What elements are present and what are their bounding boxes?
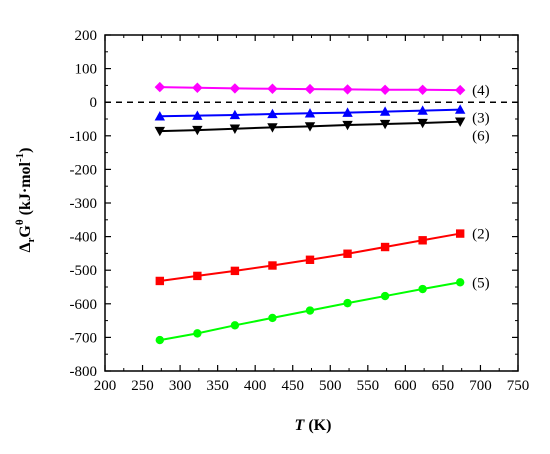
y-axis-unit-sup: -1 — [14, 153, 26, 162]
data-point — [343, 249, 352, 258]
data-point — [304, 122, 316, 132]
data-point — [267, 108, 278, 119]
data-point — [379, 119, 391, 130]
series-4: (4) — [154, 81, 490, 99]
data-point — [155, 276, 165, 286]
data-point — [193, 271, 202, 281]
x-tick-label: 200 — [94, 378, 117, 394]
x-axis-unit: (K) — [304, 417, 331, 434]
series-label: (3) — [472, 111, 490, 127]
data-point — [343, 298, 352, 308]
x-tick-label: 650 — [432, 378, 455, 394]
x-tick-label: 700 — [469, 378, 492, 394]
data-point — [342, 84, 353, 95]
data-point — [192, 125, 203, 136]
y-tick-label: -100 — [70, 129, 98, 145]
y-tick-label: -200 — [70, 162, 98, 178]
y-tick-label: -600 — [70, 297, 98, 313]
x-tick-label: 600 — [394, 378, 417, 394]
y-tick-label: -400 — [70, 230, 98, 246]
data-point — [454, 104, 466, 114]
y-tick-label: 200 — [75, 28, 98, 44]
data-point — [455, 278, 465, 287]
data-point — [155, 335, 165, 345]
data-point — [154, 126, 166, 137]
data-point — [454, 84, 466, 96]
series-5: (5) — [155, 275, 490, 345]
y-axis-title: ΔrGθ (kJ·mol-1) — [14, 148, 37, 253]
data-point — [418, 284, 427, 294]
series-label: (4) — [472, 83, 490, 99]
data-point — [268, 261, 277, 270]
plot-layer: (4) (3) (6) (2) (5) — [105, 81, 518, 345]
x-tick-label: 450 — [281, 378, 304, 394]
y-tick-label: -300 — [70, 196, 98, 212]
y-axis-g: G — [17, 225, 34, 238]
data-point — [304, 108, 316, 118]
data-point — [230, 321, 240, 330]
data-point — [267, 83, 278, 94]
data-point — [267, 123, 278, 133]
data-point — [229, 109, 241, 120]
y-tick-label: 0 — [90, 95, 98, 111]
x-tick-label: 400 — [244, 378, 267, 394]
x-axis-title: T (K) — [295, 417, 332, 434]
y-tick-label: -700 — [70, 330, 98, 346]
data-point — [229, 124, 241, 134]
data-point — [304, 83, 316, 95]
data-point — [154, 111, 166, 121]
x-tick-label: 500 — [319, 378, 342, 394]
series-6: (6) — [154, 117, 490, 145]
x-axis-var: T — [295, 417, 306, 434]
data-point — [454, 117, 466, 127]
data-point — [379, 84, 391, 95]
data-point — [230, 266, 240, 276]
data-point — [455, 229, 465, 238]
data-point — [192, 110, 203, 120]
x-tick-label: 350 — [206, 378, 229, 394]
x-tick-label: 250 — [131, 378, 154, 394]
y-axis-sub: r — [25, 237, 37, 242]
y-axis-sup: θ — [14, 219, 26, 225]
series-3: (3) — [154, 104, 490, 127]
data-point — [154, 81, 166, 93]
data-point — [229, 83, 241, 94]
series-label: (6) — [472, 129, 490, 145]
data-point — [193, 329, 202, 338]
x-tick-label: 750 — [507, 378, 530, 394]
series-2: (2) — [155, 227, 490, 286]
y-tick-label: 100 — [75, 62, 98, 78]
data-point — [305, 306, 315, 315]
x-tick-label: 300 — [169, 378, 192, 394]
y-axis-unit: (kJ·mol — [17, 161, 34, 219]
data-point — [417, 84, 428, 95]
y-tick-label: -800 — [70, 364, 98, 380]
data-point — [305, 255, 315, 264]
data-point — [342, 120, 353, 131]
data-point — [417, 118, 428, 129]
y-axis-delta: Δ — [17, 242, 34, 252]
data-point — [380, 242, 390, 252]
series-label: (2) — [472, 227, 490, 243]
data-point — [379, 106, 391, 116]
data-point — [417, 105, 428, 115]
data-point — [192, 82, 203, 93]
y-tick-label: -500 — [70, 263, 98, 279]
axes-layer: 200 250 300 350 400 450 500 550 600 650 700 750 200 1… — [70, 28, 530, 394]
data-point — [268, 313, 277, 323]
x-tick-label: 550 — [357, 378, 380, 394]
data-point — [342, 107, 353, 117]
data-point — [418, 236, 427, 245]
y-axis-close: ) — [17, 148, 34, 153]
data-point — [380, 291, 390, 301]
series-label: (5) — [472, 275, 490, 291]
